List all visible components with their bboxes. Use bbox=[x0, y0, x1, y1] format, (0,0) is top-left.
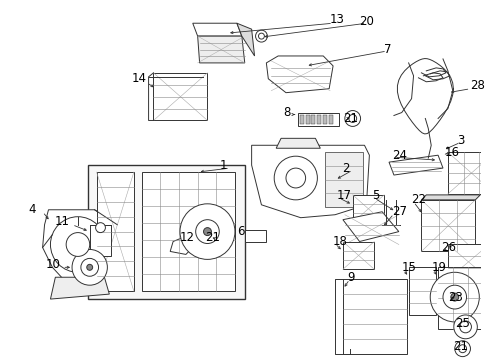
Text: 6: 6 bbox=[236, 225, 244, 238]
Text: 13: 13 bbox=[329, 13, 345, 26]
Bar bbox=[328, 114, 332, 125]
Text: 8: 8 bbox=[283, 106, 290, 119]
Circle shape bbox=[204, 230, 220, 246]
Circle shape bbox=[429, 272, 478, 322]
Bar bbox=[142, 172, 234, 291]
Circle shape bbox=[255, 30, 267, 42]
Text: 18: 18 bbox=[332, 235, 347, 248]
Circle shape bbox=[450, 293, 458, 301]
Circle shape bbox=[86, 264, 92, 270]
Circle shape bbox=[66, 233, 89, 256]
Polygon shape bbox=[421, 195, 479, 200]
Bar bbox=[447, 244, 488, 279]
Bar bbox=[342, 279, 406, 354]
Polygon shape bbox=[170, 235, 195, 255]
Text: 9: 9 bbox=[346, 271, 354, 284]
Bar bbox=[311, 114, 315, 125]
Bar bbox=[421, 200, 474, 251]
Circle shape bbox=[258, 33, 264, 39]
Bar bbox=[244, 230, 266, 242]
Circle shape bbox=[454, 341, 469, 357]
Text: 24: 24 bbox=[391, 149, 406, 162]
Polygon shape bbox=[236, 23, 254, 56]
Circle shape bbox=[458, 345, 466, 353]
Bar bbox=[87, 165, 244, 299]
Circle shape bbox=[442, 285, 466, 309]
Bar bbox=[323, 114, 326, 125]
Text: 14: 14 bbox=[131, 72, 146, 85]
Text: 4: 4 bbox=[28, 203, 36, 216]
Circle shape bbox=[203, 228, 211, 235]
Circle shape bbox=[195, 220, 219, 243]
Circle shape bbox=[81, 258, 99, 276]
Polygon shape bbox=[266, 56, 332, 93]
Polygon shape bbox=[342, 212, 398, 242]
Text: 27: 27 bbox=[391, 205, 406, 218]
Text: 21: 21 bbox=[452, 340, 467, 353]
Bar bbox=[97, 172, 134, 291]
Bar bbox=[317, 114, 321, 125]
Text: 19: 19 bbox=[430, 261, 446, 274]
Bar bbox=[89, 225, 111, 256]
Polygon shape bbox=[197, 36, 244, 63]
Text: 2: 2 bbox=[342, 162, 349, 175]
Polygon shape bbox=[251, 145, 368, 218]
Polygon shape bbox=[42, 210, 121, 284]
Circle shape bbox=[344, 111, 360, 126]
Bar bbox=[437, 267, 481, 329]
Circle shape bbox=[50, 217, 105, 272]
Text: 21: 21 bbox=[205, 231, 220, 244]
Circle shape bbox=[348, 114, 356, 122]
Text: 11: 11 bbox=[55, 215, 70, 228]
Text: 17: 17 bbox=[336, 189, 351, 202]
Circle shape bbox=[285, 168, 305, 188]
Polygon shape bbox=[388, 155, 442, 175]
Circle shape bbox=[208, 234, 216, 242]
Bar bbox=[342, 242, 373, 269]
Text: 21: 21 bbox=[342, 112, 357, 125]
Text: 5: 5 bbox=[371, 189, 379, 202]
Polygon shape bbox=[276, 138, 320, 148]
Text: 12: 12 bbox=[180, 231, 195, 244]
Text: 1: 1 bbox=[219, 159, 226, 172]
Text: 26: 26 bbox=[440, 241, 455, 254]
Text: 20: 20 bbox=[359, 15, 374, 28]
Text: 15: 15 bbox=[401, 261, 416, 274]
Bar bbox=[305, 114, 309, 125]
Circle shape bbox=[459, 321, 470, 333]
Circle shape bbox=[95, 223, 105, 233]
Circle shape bbox=[180, 204, 234, 260]
Text: 7: 7 bbox=[383, 42, 391, 55]
Polygon shape bbox=[192, 23, 242, 36]
Text: 23: 23 bbox=[447, 291, 462, 303]
Circle shape bbox=[72, 249, 107, 285]
Text: 28: 28 bbox=[469, 79, 485, 92]
Text: 16: 16 bbox=[444, 146, 459, 159]
Bar bbox=[447, 152, 488, 194]
Polygon shape bbox=[50, 277, 109, 299]
Bar bbox=[153, 73, 207, 121]
Bar bbox=[299, 114, 303, 125]
Bar bbox=[325, 152, 362, 207]
Text: 25: 25 bbox=[454, 318, 468, 330]
Circle shape bbox=[274, 156, 317, 200]
Bar bbox=[408, 267, 435, 315]
Bar bbox=[352, 195, 383, 223]
Bar bbox=[297, 113, 338, 126]
Circle shape bbox=[453, 315, 476, 339]
Text: 22: 22 bbox=[411, 193, 426, 206]
Text: 10: 10 bbox=[45, 258, 60, 271]
Text: 3: 3 bbox=[456, 134, 464, 147]
